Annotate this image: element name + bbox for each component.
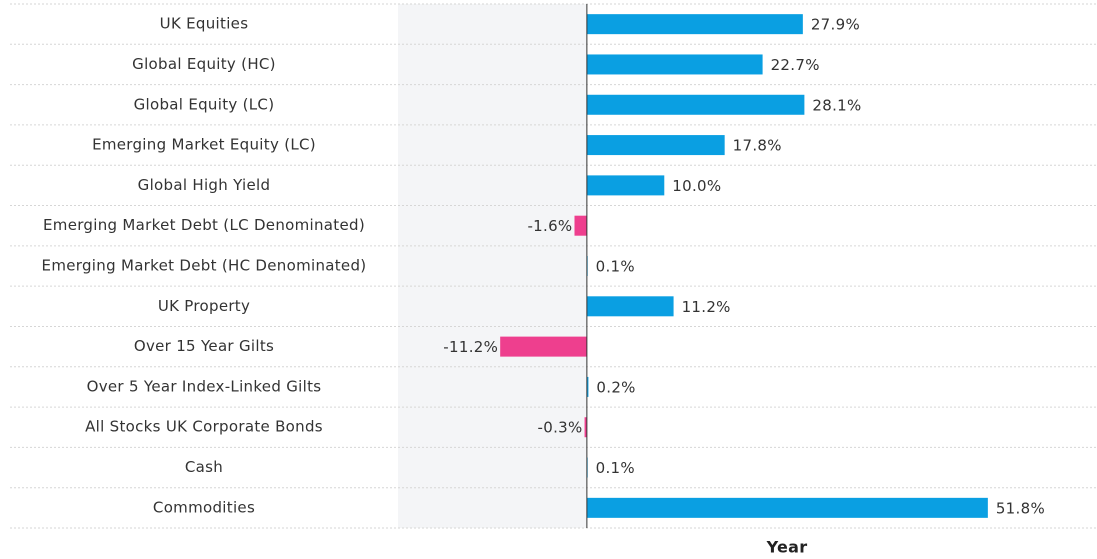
value-label: 27.9% [811, 16, 860, 34]
category-label: UK Property [158, 297, 250, 315]
value-label: 22.7% [771, 56, 820, 74]
category-label: Over 5 Year Index-Linked Gilts [87, 377, 322, 395]
category-label: All Stocks UK Corporate Bonds [85, 418, 323, 436]
value-label: 28.1% [812, 96, 861, 114]
plot-background [398, 4, 587, 528]
category-label: Global High Yield [138, 176, 271, 194]
value-label: 17.8% [733, 137, 782, 155]
bar [584, 417, 587, 438]
value-label: 51.8% [996, 499, 1045, 517]
value-label: -0.3% [538, 419, 583, 437]
bar [586, 175, 665, 196]
category-label: Global Equity (HC) [132, 55, 276, 73]
category-label: Cash [185, 458, 223, 476]
category-label: Over 15 Year Gilts [134, 337, 274, 355]
category-label: Emerging Market Debt (HC Denominated) [42, 257, 367, 275]
bar [500, 336, 587, 357]
category-label: Commodities [153, 498, 255, 516]
value-label: 0.1% [596, 258, 635, 276]
bar [586, 497, 988, 518]
bar [586, 94, 805, 115]
bar [586, 296, 674, 317]
value-label: -1.6% [527, 217, 572, 235]
category-label: Emerging Market Debt (LC Denominated) [43, 216, 365, 234]
value-label: 0.2% [596, 378, 635, 396]
value-label: 10.0% [672, 177, 721, 195]
bar [586, 54, 763, 75]
bar [586, 376, 589, 397]
bar [586, 14, 803, 35]
value-label: 11.2% [682, 298, 731, 316]
category-label: Emerging Market Equity (LC) [92, 136, 316, 154]
category-label: Global Equity (LC) [134, 95, 275, 113]
value-label: -11.2% [443, 338, 498, 356]
value-label: 0.1% [596, 459, 635, 477]
category-label: UK Equities [160, 15, 249, 33]
x-axis-label: Year [766, 538, 808, 557]
bar [574, 215, 587, 236]
bar [586, 135, 725, 156]
